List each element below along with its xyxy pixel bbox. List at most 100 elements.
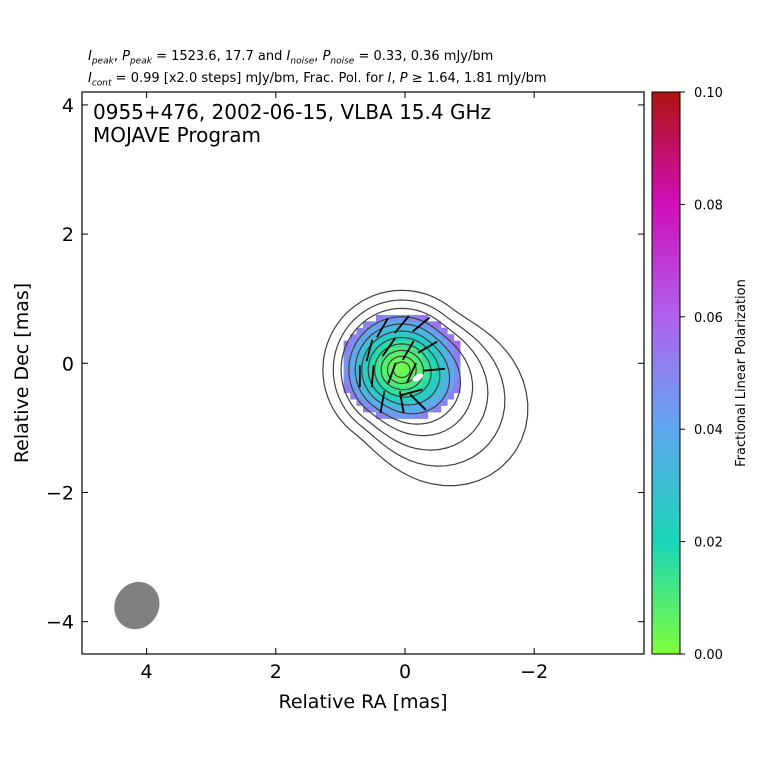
polarization-pixel (421, 392, 429, 400)
polarization-pixel (421, 398, 429, 406)
polarization-pixel (388, 347, 396, 355)
polarization-pixel (414, 411, 422, 419)
polarization-pixel (369, 327, 377, 335)
polarization-pixel (388, 392, 396, 400)
polarization-pixel (408, 327, 416, 335)
polarization-pixel (440, 379, 448, 387)
colorbar-tick-label: 0.08 (694, 198, 723, 213)
polarization-pixel (382, 360, 390, 368)
polarization-pixel (363, 334, 371, 342)
polarization-pixel (388, 353, 396, 361)
colorbar-tick-label: 0.00 (694, 648, 723, 663)
polarization-pixel (447, 347, 455, 355)
polarization-pixel (434, 321, 442, 329)
evpa-tick (381, 337, 396, 357)
polarization-pixel (363, 398, 371, 406)
polarization-pixel (375, 340, 383, 348)
x-tick-label: 2 (270, 661, 282, 683)
polarization-pixel (401, 405, 409, 413)
polarization-pixel (350, 334, 358, 342)
polarization-pixel (369, 405, 377, 413)
polarization-pixel (447, 366, 455, 374)
polarization-pixel (356, 360, 364, 368)
polarization-pixel (375, 347, 383, 355)
polarization-pixel (388, 314, 396, 322)
polarization-pixel (388, 379, 396, 387)
polarization-pixel (427, 398, 435, 406)
y-axis: 4 2 0 −2 −4 (46, 95, 644, 634)
x-axis-label: Relative RA [mas] (278, 691, 447, 713)
axes-frame (81, 91, 645, 655)
polarization-pixel (363, 340, 371, 348)
polarization-pixel (447, 334, 455, 342)
polarization-pixel (350, 353, 358, 361)
polarization-pixel (408, 385, 416, 393)
colorbar-ticks: 0.00 0.02 0.04 0.06 0.08 0.10 (680, 86, 723, 663)
x-tick-label: −2 (520, 661, 548, 683)
y-tick-label: 4 (62, 95, 74, 117)
polarization-pixel (375, 411, 383, 419)
polarization-pixel (453, 385, 461, 393)
x-tick-label: 0 (399, 661, 411, 683)
polarization-pixel (440, 353, 448, 361)
polarization-pixel (388, 373, 396, 381)
polarization-pixel (369, 398, 377, 406)
polarization-pixel (408, 373, 416, 381)
x-tick-label: 4 (141, 661, 153, 683)
polarization-pixel (395, 353, 403, 361)
polarization-pixel (395, 405, 403, 413)
polarization-pixel (356, 353, 364, 361)
polarization-pixel (453, 373, 461, 381)
polarization-pixel (375, 373, 383, 381)
polarization-pixel (369, 347, 377, 355)
polarization-pixel (447, 360, 455, 368)
polarization-pixel (350, 392, 358, 400)
polarization-pixel (408, 379, 416, 387)
polarization-pixel (363, 379, 371, 387)
polarization-pixel (375, 405, 383, 413)
x-axis: 4 2 0 −2 (141, 92, 548, 683)
polarization-pixel (408, 360, 416, 368)
polarization-pixel (427, 360, 435, 368)
polarization-pixel (408, 334, 416, 342)
polarization-pixel (421, 340, 429, 348)
polarization-pixel (350, 347, 358, 355)
intensity-contours (322, 289, 529, 487)
polarization-pixel (375, 379, 383, 387)
polarization-pixel (395, 321, 403, 329)
polarization-pixel (375, 392, 383, 400)
polarization-pixel (408, 398, 416, 406)
y-tick-label: 2 (62, 224, 74, 246)
header-line-1: Ipeak, Ppeak = 1523.6, 17.7 and Inoise, … (88, 49, 494, 67)
evpa-tick (417, 340, 438, 354)
polarization-pixel (427, 334, 435, 342)
polarization-pixel (369, 385, 377, 393)
polarization-pixel (447, 340, 455, 348)
polarization-pixel (395, 360, 403, 368)
polarization-pixel (369, 379, 377, 387)
polarization-pixel (350, 385, 358, 393)
polarization-pixel (343, 366, 351, 374)
evpa-tick (379, 391, 386, 414)
polarization-pixel (447, 385, 455, 393)
polarization-pixel (343, 373, 351, 381)
polarization-pixel (440, 327, 448, 335)
polarization-pixel (401, 360, 409, 368)
polarization-pixel (414, 327, 422, 335)
polarization-pixel (382, 334, 390, 342)
polarization-pixel (382, 398, 390, 406)
polarization-pixel (421, 379, 429, 387)
polarization-pixel (382, 392, 390, 400)
plot-area (114, 289, 529, 630)
contour-level (340, 307, 489, 451)
polarization-pixel (395, 314, 403, 322)
polarization-pixel (350, 366, 358, 374)
evpa-tick (394, 315, 410, 334)
polarization-pixel (421, 411, 429, 419)
polarization-pixel (453, 340, 461, 348)
polarization-pixel (401, 411, 409, 419)
polarization-pixel (414, 340, 422, 348)
contour-level (348, 316, 474, 437)
evpa-tick (423, 367, 446, 372)
polarization-pixel (388, 340, 396, 348)
